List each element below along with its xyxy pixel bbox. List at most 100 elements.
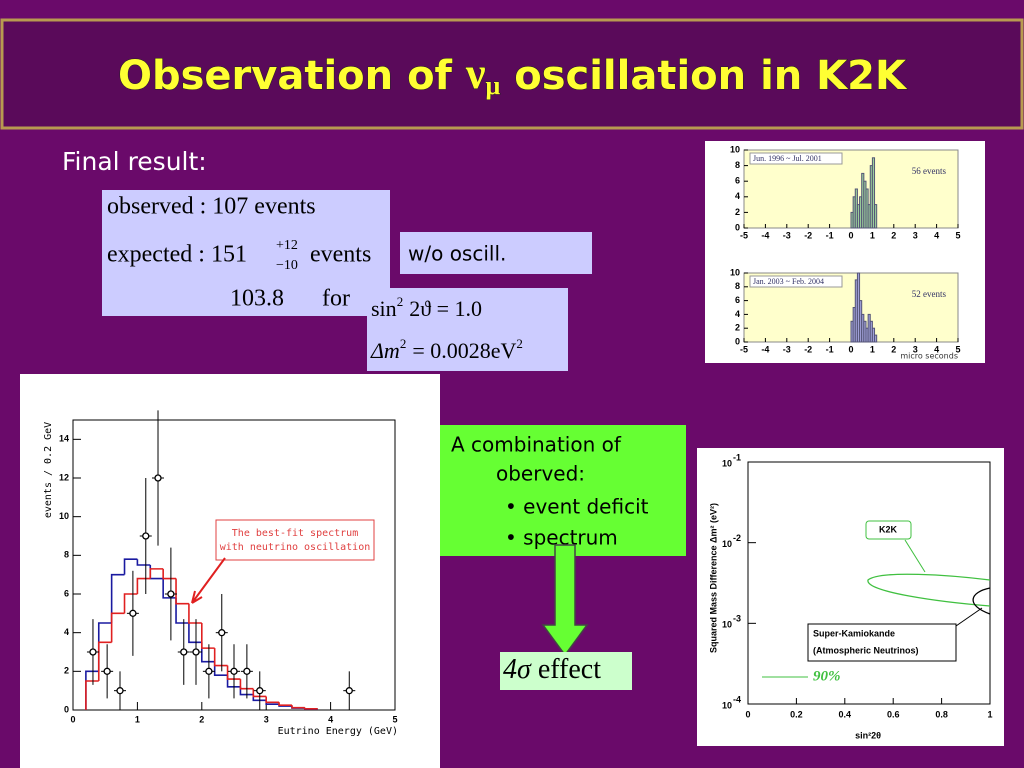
final-result: Final result: [62, 147, 207, 176]
histogram-step [85, 680, 99, 710]
plot-area [72, 419, 396, 711]
combination-line: oberved: [496, 462, 585, 486]
observed: observed : 107 events [107, 194, 316, 220]
x-tick-label: 0.6 [887, 709, 900, 719]
y-label: Squared Mass Difference Δm² (eV²) [708, 503, 718, 653]
power: 2 [397, 294, 404, 309]
histogram-step [162, 568, 177, 580]
y-label: events / 0.2 GeV [43, 422, 54, 518]
title-part: oscillation in K2K [500, 53, 908, 99]
label-box [749, 152, 843, 165]
period: Jun. 1996 ~ Jul. 2001 [753, 154, 822, 163]
y-tick-label: 10 [722, 700, 732, 710]
y-tick-label: 4 [735, 309, 740, 319]
y-tick-label: 4 [64, 627, 69, 637]
expected-unit: events [310, 242, 371, 268]
x-label: Eutrino Energy (GeV) [278, 726, 398, 737]
mixing-value: 2ϑ = 1.0 [409, 296, 482, 321]
y-tick-label: 10 [722, 458, 732, 468]
x-tick-label: 1 [135, 714, 140, 724]
k2k-box [865, 520, 912, 540]
x-tick-label: 1 [870, 230, 875, 240]
x-tick-label: 4 [328, 714, 333, 724]
annotation: The best-fit spectrum [232, 528, 358, 539]
x-tick-label: 0.2 [790, 709, 803, 719]
expected: expected : 151 [107, 242, 247, 268]
data-point [243, 667, 251, 675]
plot-area [747, 461, 991, 705]
y-tick-label: 12 [59, 472, 69, 482]
annotation-box [215, 519, 375, 561]
mixing: sin2 2ϑ = 1.0 [371, 294, 482, 321]
bar [874, 204, 878, 229]
x-tick-label: 2 [891, 230, 896, 240]
histogram-step [278, 702, 292, 706]
bar [871, 157, 876, 229]
bar [874, 334, 878, 343]
x-tick-label: 0 [848, 230, 853, 240]
title: Observation of νμ oscillation in K2K [118, 49, 908, 100]
y-tick-label: 0 [735, 222, 740, 232]
data-point [256, 687, 264, 695]
x-tick-label: -2 [804, 344, 812, 354]
histogram-step [110, 573, 125, 623]
histogram-step [213, 648, 228, 667]
x-tick-label: 1 [870, 344, 875, 354]
y-tick-label: 8 [735, 281, 740, 291]
y-tick-label: 0 [735, 336, 740, 346]
no-oscillation: w/o oscill. [408, 242, 506, 266]
y-tick-label: 8 [735, 160, 740, 170]
x-tick-label: -4 [761, 344, 769, 354]
x-tick-label: 0.8 [935, 709, 948, 719]
cl-label: 90% [813, 668, 841, 684]
sk-pointer [955, 607, 983, 627]
mass-splitting: Δm2 = 0.0028eV2 [370, 336, 523, 363]
y-tick-label: 10 [722, 539, 732, 549]
histogram-step [97, 641, 112, 681]
sk-label: Super-Kamiokande [813, 628, 895, 638]
y-tick-exponent: -3 [733, 614, 741, 624]
x-tick-label: -2 [804, 230, 812, 240]
y-tick-exponent: -1 [733, 452, 741, 462]
y-tick-label: 4 [735, 191, 740, 201]
expected-plus: +12 [276, 238, 298, 253]
y-tick-label: 10 [59, 511, 69, 521]
power: 2 [516, 336, 523, 351]
x-tick-label: 1 [987, 709, 992, 719]
sk-contour [972, 587, 991, 615]
x-tick-label: 4 [934, 230, 939, 240]
x-tick-label: 5 [955, 230, 960, 240]
y-tick-exponent: -2 [733, 533, 741, 543]
x-tick-label: -3 [783, 230, 791, 240]
label-box [749, 275, 843, 288]
data-point [192, 648, 200, 656]
dm: Δm [370, 338, 400, 363]
histogram-step [175, 578, 189, 605]
histogram-step [252, 688, 267, 698]
data-point [218, 629, 226, 637]
x-label: sin²2θ [855, 730, 881, 740]
x-tick-label: 3 [913, 344, 918, 354]
effect-symbol: 4σ [503, 654, 532, 685]
x-tick-label: 2 [891, 344, 896, 354]
data-point [205, 667, 213, 675]
sk-box [807, 623, 957, 662]
x-label: micro seconds [900, 352, 958, 361]
x-tick-label: 3 [913, 230, 918, 240]
x-tick-label: 3 [264, 714, 269, 724]
histogram-step [239, 679, 254, 690]
spectrum-panel [20, 374, 440, 768]
x-tick-label: -4 [761, 230, 769, 240]
x-tick-label: 2 [199, 714, 204, 724]
expected-value: 103.8 [230, 286, 284, 312]
data-point [154, 474, 162, 482]
histogram-step [291, 705, 305, 709]
histogram-step [226, 665, 241, 680]
y-tick-label: 10 [730, 144, 740, 154]
sk-label: (Atmospheric Neutrinos) [813, 645, 919, 655]
data-point [230, 667, 238, 675]
histogram-step [265, 696, 280, 704]
effect-text: effect [531, 654, 601, 685]
x-tick-label: 5 [392, 714, 397, 724]
